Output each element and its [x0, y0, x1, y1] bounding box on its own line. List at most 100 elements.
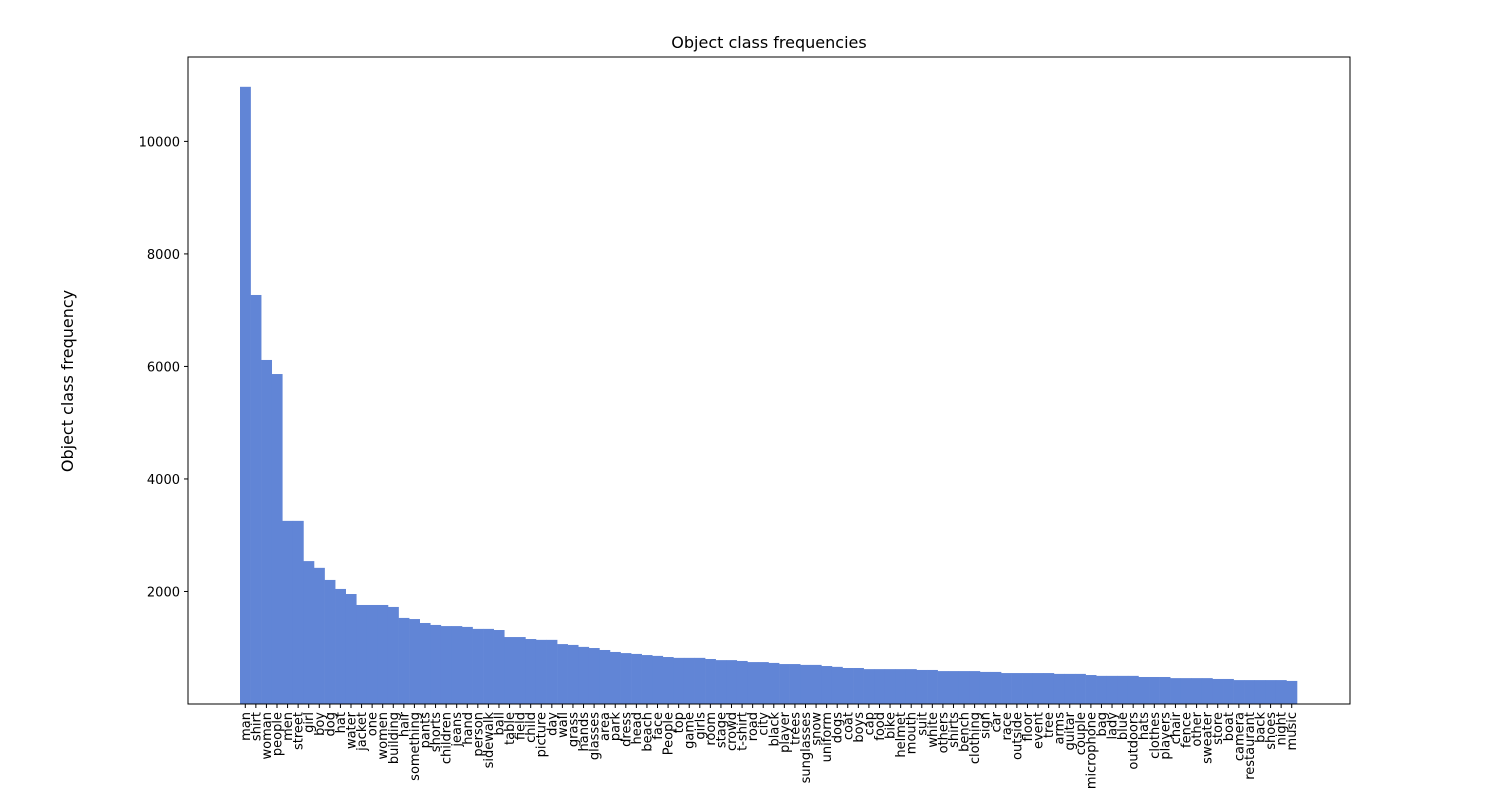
x-tick-label: day: [545, 712, 560, 736]
bar: [1180, 678, 1192, 704]
x-tick-label: water: [344, 711, 359, 749]
x-tick-label: street: [292, 712, 307, 750]
x-tick-label: city: [757, 712, 772, 736]
bar: [916, 669, 928, 704]
x-tick-label: glasses: [588, 712, 603, 760]
bar: [472, 628, 484, 704]
bar: [884, 669, 896, 704]
bar: [853, 667, 864, 704]
x-tick-label: woman: [260, 712, 275, 759]
x-tick-label: clothes: [1148, 712, 1163, 759]
bar: [958, 671, 970, 704]
bar: [324, 579, 336, 704]
x-tick-label: event: [1032, 712, 1047, 749]
bar: [1212, 678, 1224, 704]
x-tick-label: helmet: [894, 712, 909, 758]
bar: [588, 648, 600, 704]
bar: [282, 520, 294, 704]
x-tick-label: stage: [714, 712, 729, 748]
bar: [1043, 673, 1055, 704]
bar: [1001, 673, 1012, 704]
bar: [1138, 676, 1150, 704]
x-tick-label: hat: [334, 712, 349, 733]
x-tick-label: men: [281, 712, 296, 741]
bar: [705, 658, 716, 704]
x-tick-label: top: [672, 712, 687, 733]
x-tick-label: microphone: [1084, 712, 1099, 789]
bar: [779, 664, 790, 704]
bar: [1053, 673, 1065, 704]
x-tick-label: wall: [556, 712, 571, 738]
bar: [525, 639, 537, 704]
x-tick-label: women: [376, 712, 391, 760]
x-tick-label: suit: [915, 712, 930, 736]
x-tick-label: shorts: [429, 712, 444, 752]
bar: [1064, 673, 1076, 704]
bar: [948, 671, 960, 704]
x-tick-label: boys: [852, 712, 867, 743]
bar: [1244, 680, 1256, 704]
x-tick-label: dog: [323, 712, 338, 736]
x-tick-label: jeans: [450, 712, 465, 748]
x-tick-label: blue: [1116, 712, 1131, 740]
bar: [927, 669, 938, 704]
bar: [261, 359, 273, 704]
bar: [387, 606, 399, 704]
x-tick-label: hands: [577, 712, 592, 752]
x-tick-label: arms: [1053, 712, 1068, 745]
x-tick-label: bike: [884, 712, 899, 739]
bar: [831, 666, 843, 704]
bar: [715, 660, 727, 704]
bar: [1223, 678, 1234, 704]
bar: [800, 664, 812, 704]
x-tick-label: bench: [958, 712, 973, 752]
y-tick-label: 2000: [147, 585, 180, 600]
x-tick-label: game: [683, 712, 698, 749]
x-tick-label: restaurant: [1243, 712, 1258, 780]
x-tick-label: couple: [1074, 712, 1089, 755]
x-tick-label: boat: [1222, 712, 1237, 741]
x-tick-label: People: [662, 712, 677, 755]
x-tick-label: store: [1211, 712, 1226, 745]
bar: [335, 588, 346, 704]
bar: [905, 669, 917, 704]
x-tick-label: snow: [810, 712, 825, 746]
x-tick-label: dogs: [831, 712, 846, 743]
bar: [546, 639, 558, 704]
x-tick-label: chair: [1169, 711, 1184, 744]
bar: [683, 657, 695, 704]
x-tick-label: crowd: [725, 712, 740, 751]
x-tick-label: children: [440, 712, 455, 764]
x-tick-label: bag: [1095, 712, 1110, 736]
x-tick-label: girl: [302, 712, 317, 733]
x-tick-label: hand: [461, 712, 476, 745]
x-tick-label: boy: [313, 712, 328, 736]
y-axis-label: Object class frequency: [58, 290, 77, 472]
x-tick-label: uniform: [820, 712, 835, 762]
bar: [990, 671, 1002, 704]
x-tick-label: table: [503, 712, 518, 745]
bar: [1275, 680, 1287, 704]
bar: [1149, 676, 1160, 704]
bar: [356, 604, 368, 704]
bar: [768, 662, 780, 704]
x-tick-label: t-shirt: [736, 712, 751, 751]
x-tick-label: others: [936, 712, 951, 754]
x-tick-label: person: [471, 712, 486, 757]
x-tick-label: room: [704, 712, 719, 746]
bar: [493, 630, 505, 704]
bar: [430, 624, 442, 704]
x-tick-label: head: [630, 712, 645, 744]
x-tick-label: car: [989, 711, 1004, 732]
x-tick-label: field: [514, 712, 529, 740]
x-tick-label: race: [1000, 712, 1015, 740]
x-tick-label: jacket: [355, 712, 370, 752]
bar: [662, 657, 674, 704]
x-tick-label: other: [1190, 711, 1205, 746]
x-tick-label: grass: [566, 712, 581, 747]
x-tick-label: park: [609, 712, 624, 742]
x-tick-label: camera: [1232, 712, 1247, 761]
x-tick-label: man: [239, 712, 254, 741]
x-tick-label: fence: [1180, 712, 1195, 748]
